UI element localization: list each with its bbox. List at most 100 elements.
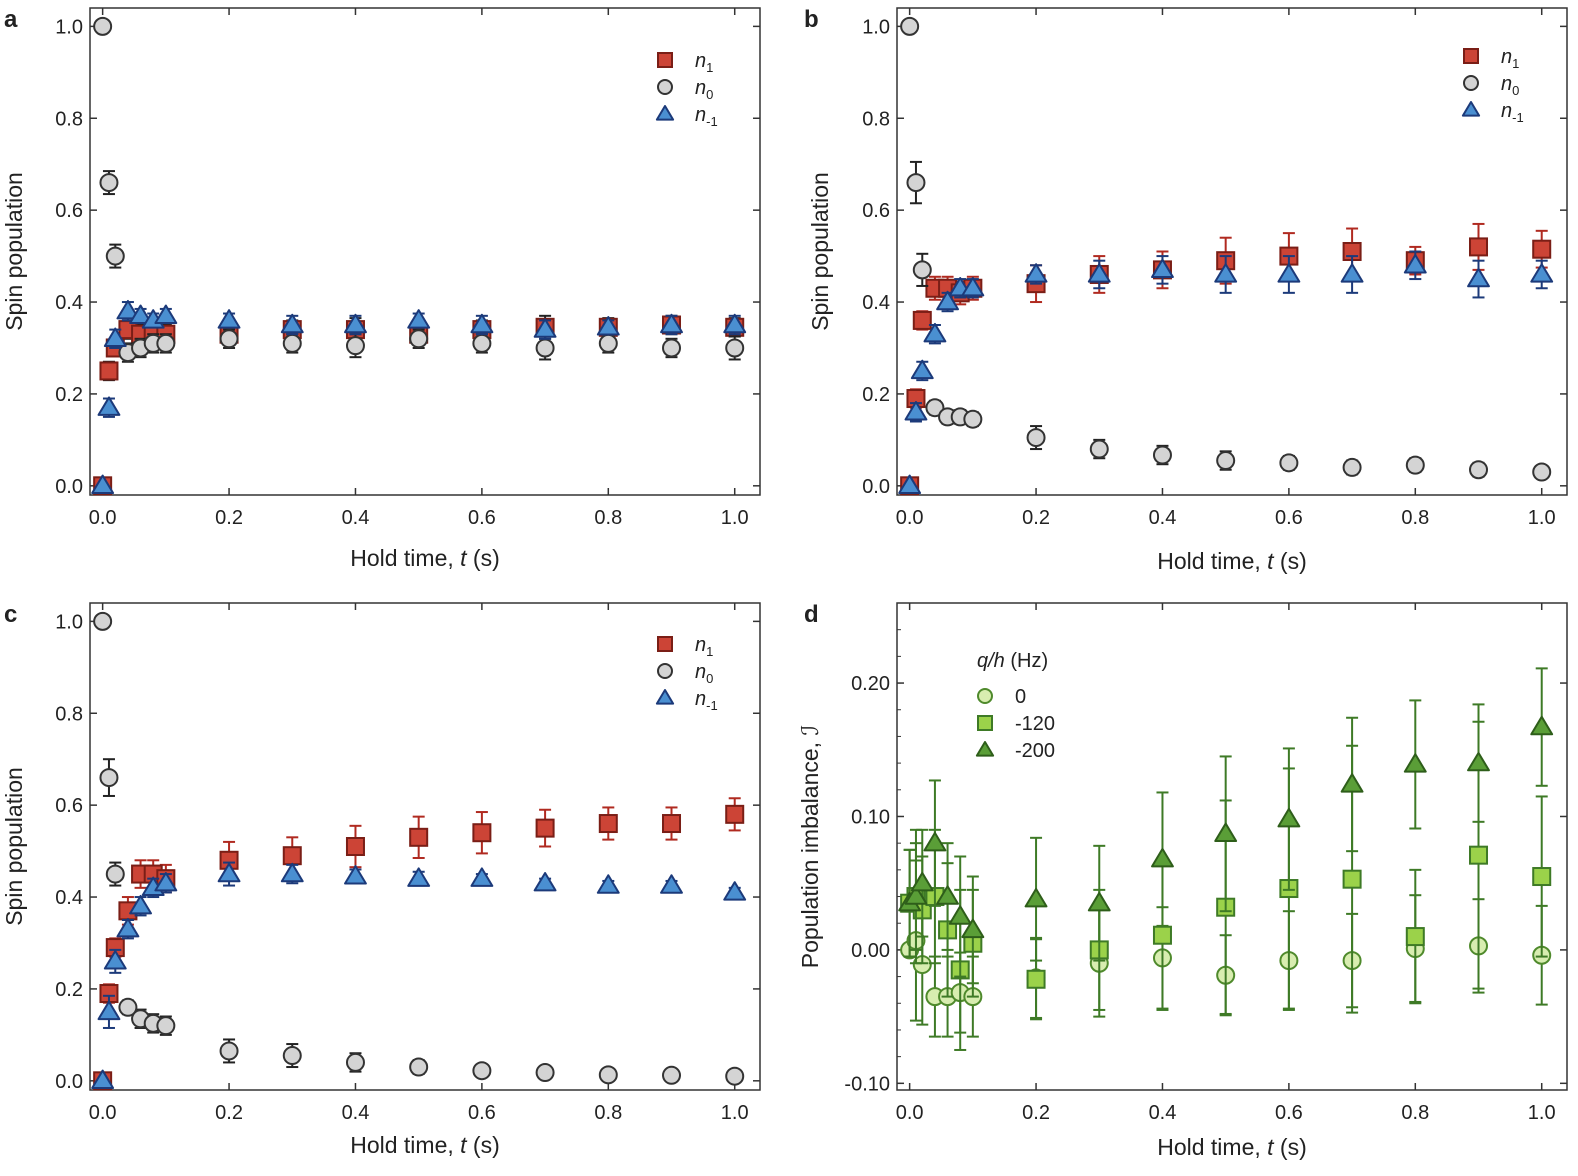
- x-tick-label: 0.0: [89, 1102, 117, 1124]
- panel-letter: b: [804, 6, 819, 33]
- data-point: [1089, 439, 1109, 459]
- legend-marker: [1463, 48, 1479, 64]
- data-point: [923, 831, 947, 852]
- data-point: [345, 336, 365, 356]
- data-point: [470, 867, 494, 887]
- data-point: [103, 950, 127, 970]
- data-point: [1530, 715, 1554, 736]
- panel-letter: d: [804, 601, 819, 628]
- data-point: [923, 322, 947, 343]
- x-tick-label: 0.0: [896, 1102, 924, 1124]
- legend-marker: [655, 105, 675, 121]
- data-point: [1340, 773, 1364, 793]
- data-point: [407, 309, 431, 329]
- x-tick-label: 1.0: [1528, 1102, 1556, 1124]
- x-tick-label: 1.0: [1528, 507, 1556, 529]
- y-tick-label: 0.8: [862, 108, 890, 130]
- y-tick-label: 0.0: [862, 476, 890, 498]
- legend-label: 0: [1015, 686, 1026, 708]
- panel-b: b 0.0 0.2 0.4 0.6 0.8 1.0 0.0 0.2 0.4 0.6 0.8 1.0 Hol…: [804, 6, 1568, 574]
- data-point: [533, 871, 557, 892]
- data-point: [904, 401, 928, 421]
- y-tick-label: 0.2: [862, 384, 890, 406]
- legend-label: n1: [1501, 46, 1519, 71]
- data-point: [1024, 887, 1048, 908]
- y-tick-label: 0.6: [55, 795, 83, 817]
- data-point: [723, 313, 747, 334]
- legend-label: n-1: [695, 104, 718, 129]
- y-tick-label: 0.8: [55, 108, 83, 130]
- data-point: [154, 871, 178, 892]
- data-point: [156, 1016, 176, 1036]
- x-tick-label: 0.2: [215, 1102, 243, 1124]
- x-tick-label: 0.4: [342, 507, 370, 529]
- plot-frame: [896, 7, 1568, 496]
- x-axis-label: Hold time, t (s): [1157, 1134, 1307, 1160]
- data-point: [912, 310, 932, 330]
- x-tick-label: 0.6: [1275, 507, 1303, 529]
- data-point: [118, 997, 138, 1017]
- data-point: [1532, 462, 1552, 482]
- data-point: [97, 396, 121, 416]
- x-tick-label: 0.4: [342, 1102, 370, 1124]
- x-tick-label: 1.0: [721, 1102, 749, 1124]
- data-point: [1469, 460, 1489, 480]
- x-axis-label: Hold time, t (s): [350, 1132, 500, 1158]
- y-tick-label: 0.6: [55, 200, 83, 222]
- y-axis-label: Spin population: [1, 767, 27, 926]
- x-tick-label: 0.8: [1401, 1102, 1429, 1124]
- series-n0: [93, 611, 745, 1086]
- data-point: [345, 837, 365, 856]
- data-point: [1279, 453, 1299, 473]
- data-point: [1026, 428, 1046, 448]
- data-point: [1340, 263, 1364, 283]
- data-point: [900, 16, 920, 36]
- data-point: [961, 918, 985, 939]
- panel-a: a 0.0 0.2 0.4 0.6 0.8 1.0 0.0 0.2 0.4 0.6 0.8 1.0 Hol…: [1, 6, 761, 571]
- legend-marker: [657, 663, 673, 679]
- data-point: [344, 313, 367, 334]
- data-point: [1467, 267, 1490, 288]
- data-point: [961, 276, 985, 297]
- data-point: [1214, 263, 1238, 283]
- x-axis-label: Hold time, t (s): [1157, 548, 1307, 574]
- plot-frame: [89, 7, 761, 496]
- legend-marker: [975, 741, 995, 757]
- data-point: [662, 814, 682, 834]
- x-tick-label: 0.2: [1022, 507, 1050, 529]
- data-point: [1024, 263, 1048, 283]
- data-point: [963, 409, 983, 429]
- data-point: [105, 864, 125, 884]
- x-tick-label: 0.6: [1275, 1102, 1303, 1124]
- legend-label: n0: [695, 661, 713, 686]
- data-point: [898, 474, 922, 494]
- legend-label: n1: [695, 50, 713, 75]
- data-point: [156, 333, 176, 353]
- data-point: [219, 1041, 239, 1061]
- data-point: [906, 173, 926, 193]
- y-tick-label: 0.2: [55, 384, 83, 406]
- y-tick-label: 1.0: [55, 611, 83, 633]
- data-point: [1342, 869, 1362, 889]
- data-point: [925, 398, 945, 418]
- x-tick-label: 0.6: [468, 1102, 496, 1124]
- data-point: [910, 359, 934, 380]
- y-tick-label: 1.0: [55, 16, 83, 38]
- series-n1: [93, 797, 745, 1091]
- data-point: [662, 1065, 682, 1085]
- y-axis-label: Spin population: [807, 172, 833, 331]
- x-tick-label: 0.2: [215, 507, 243, 529]
- legend-label: n0: [695, 77, 713, 102]
- data-point: [1277, 807, 1301, 828]
- data-point: [1087, 891, 1111, 912]
- legend-label: n1: [695, 634, 713, 659]
- data-point: [345, 1052, 365, 1072]
- legend-marker: [655, 689, 675, 705]
- y-tick-label: 0.8: [55, 703, 83, 725]
- data-point: [99, 361, 119, 381]
- x-tick-label: 0.8: [594, 507, 622, 529]
- series-n-1: [91, 861, 747, 1089]
- data-point: [472, 1061, 492, 1081]
